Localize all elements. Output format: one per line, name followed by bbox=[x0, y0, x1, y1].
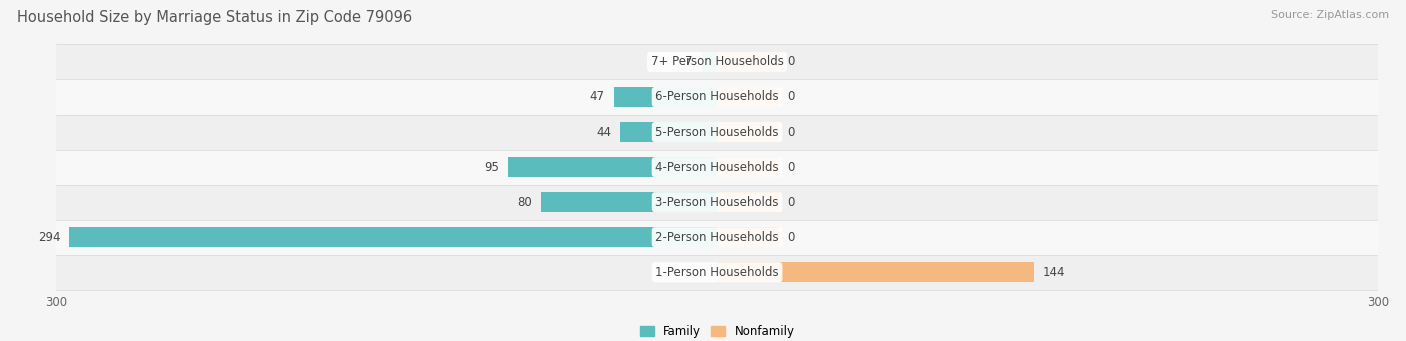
Text: Source: ZipAtlas.com: Source: ZipAtlas.com bbox=[1271, 10, 1389, 20]
Text: 44: 44 bbox=[596, 125, 612, 138]
Text: 4-Person Households: 4-Person Households bbox=[655, 161, 779, 174]
Text: 0: 0 bbox=[787, 125, 794, 138]
Bar bbox=[56, 79, 1378, 115]
Legend: Family, Nonfamily: Family, Nonfamily bbox=[636, 321, 799, 341]
Text: 0: 0 bbox=[787, 196, 794, 209]
Bar bbox=[541, 192, 717, 212]
Text: 5-Person Households: 5-Person Households bbox=[655, 125, 779, 138]
Bar bbox=[702, 52, 717, 72]
Text: 95: 95 bbox=[484, 161, 499, 174]
Bar bbox=[620, 122, 717, 142]
Text: 7+ Person Households: 7+ Person Households bbox=[651, 56, 783, 69]
Text: 0: 0 bbox=[787, 56, 794, 69]
Bar bbox=[56, 255, 1378, 290]
Text: 0: 0 bbox=[787, 231, 794, 244]
Bar bbox=[69, 227, 717, 247]
Bar bbox=[613, 87, 717, 107]
Bar bbox=[508, 157, 717, 177]
Bar bbox=[717, 87, 779, 107]
Bar bbox=[717, 52, 779, 72]
Text: 0: 0 bbox=[787, 161, 794, 174]
Bar bbox=[717, 262, 1035, 282]
Bar bbox=[717, 157, 779, 177]
Text: 144: 144 bbox=[1043, 266, 1066, 279]
Text: Household Size by Marriage Status in Zip Code 79096: Household Size by Marriage Status in Zip… bbox=[17, 10, 412, 25]
Bar bbox=[56, 150, 1378, 184]
Text: 294: 294 bbox=[38, 231, 60, 244]
Text: 1-Person Households: 1-Person Households bbox=[655, 266, 779, 279]
Bar bbox=[717, 192, 779, 212]
Bar bbox=[56, 44, 1378, 79]
Bar bbox=[56, 184, 1378, 220]
Bar bbox=[56, 220, 1378, 255]
Bar bbox=[717, 122, 779, 142]
Bar bbox=[56, 115, 1378, 150]
Text: 7: 7 bbox=[685, 56, 693, 69]
Text: 2-Person Households: 2-Person Households bbox=[655, 231, 779, 244]
Text: 0: 0 bbox=[787, 90, 794, 104]
Text: 6-Person Households: 6-Person Households bbox=[655, 90, 779, 104]
Text: 47: 47 bbox=[589, 90, 605, 104]
Text: 80: 80 bbox=[517, 196, 531, 209]
Bar bbox=[717, 227, 779, 247]
Text: 3-Person Households: 3-Person Households bbox=[655, 196, 779, 209]
